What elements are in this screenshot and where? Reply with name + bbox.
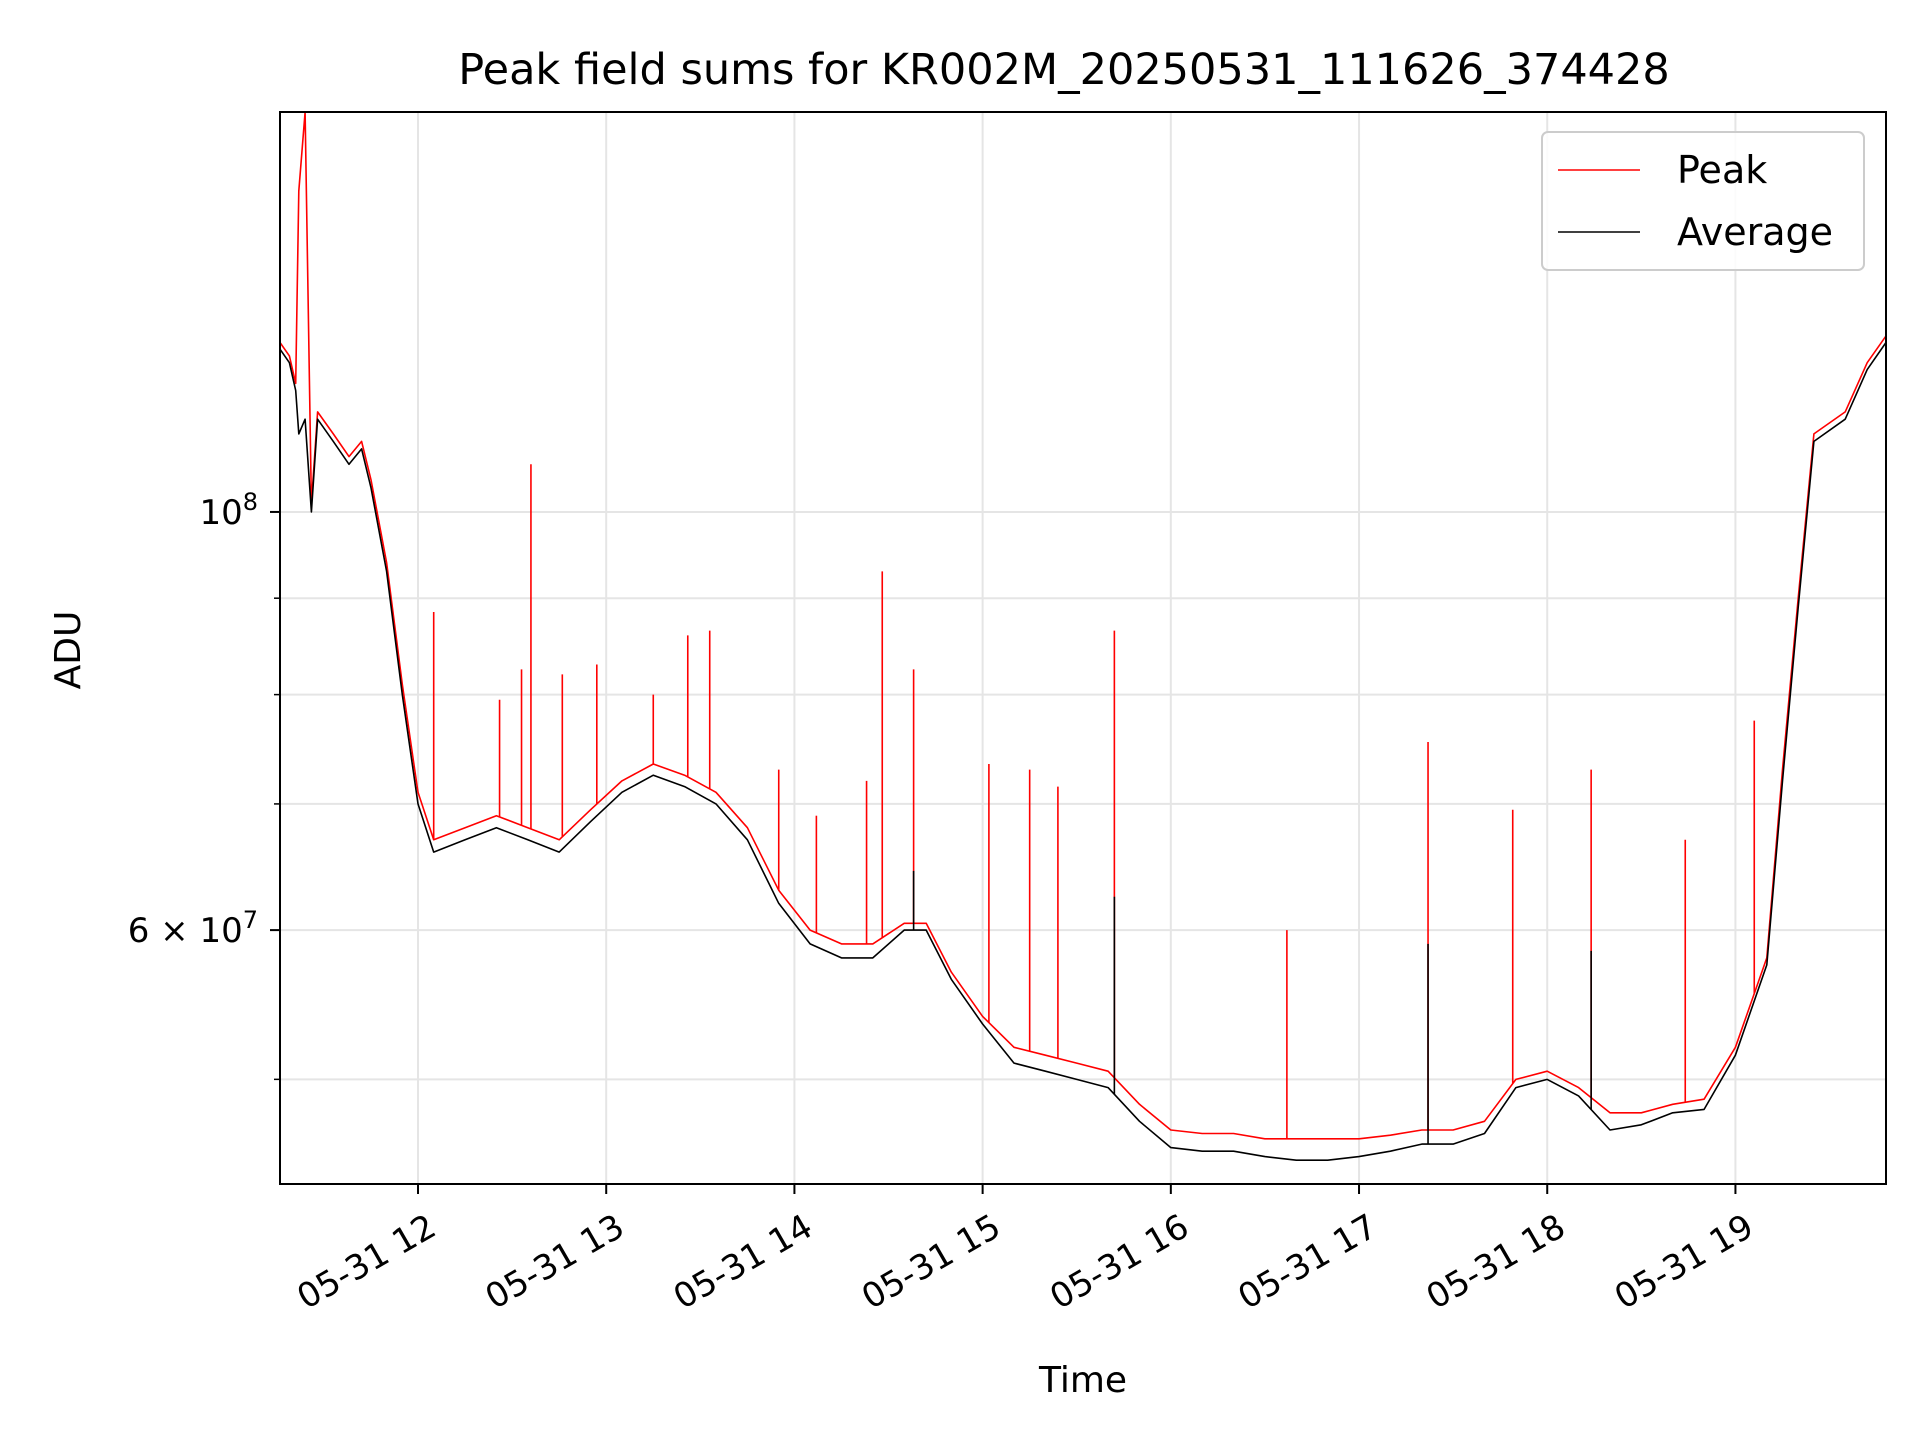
series-line-average	[279, 342, 1887, 1161]
x-axis-label: Time	[1038, 1360, 1127, 1401]
series-line-peak	[279, 111, 1887, 1140]
legend-label-peak: Peak	[1677, 148, 1767, 192]
grid	[280, 112, 1886, 1184]
legend: Peak Average	[1541, 131, 1865, 271]
legend-box	[1541, 131, 1865, 271]
plot-frame	[279, 111, 1887, 1185]
y-tick-label: 6 × 107	[128, 906, 258, 951]
legend-label-average: Average	[1677, 210, 1833, 254]
y-axis-label: ADU	[48, 611, 89, 690]
chart-title: Peak field sums for KR002M_20250531_1116…	[458, 45, 1670, 95]
series-layer	[279, 111, 1887, 1161]
